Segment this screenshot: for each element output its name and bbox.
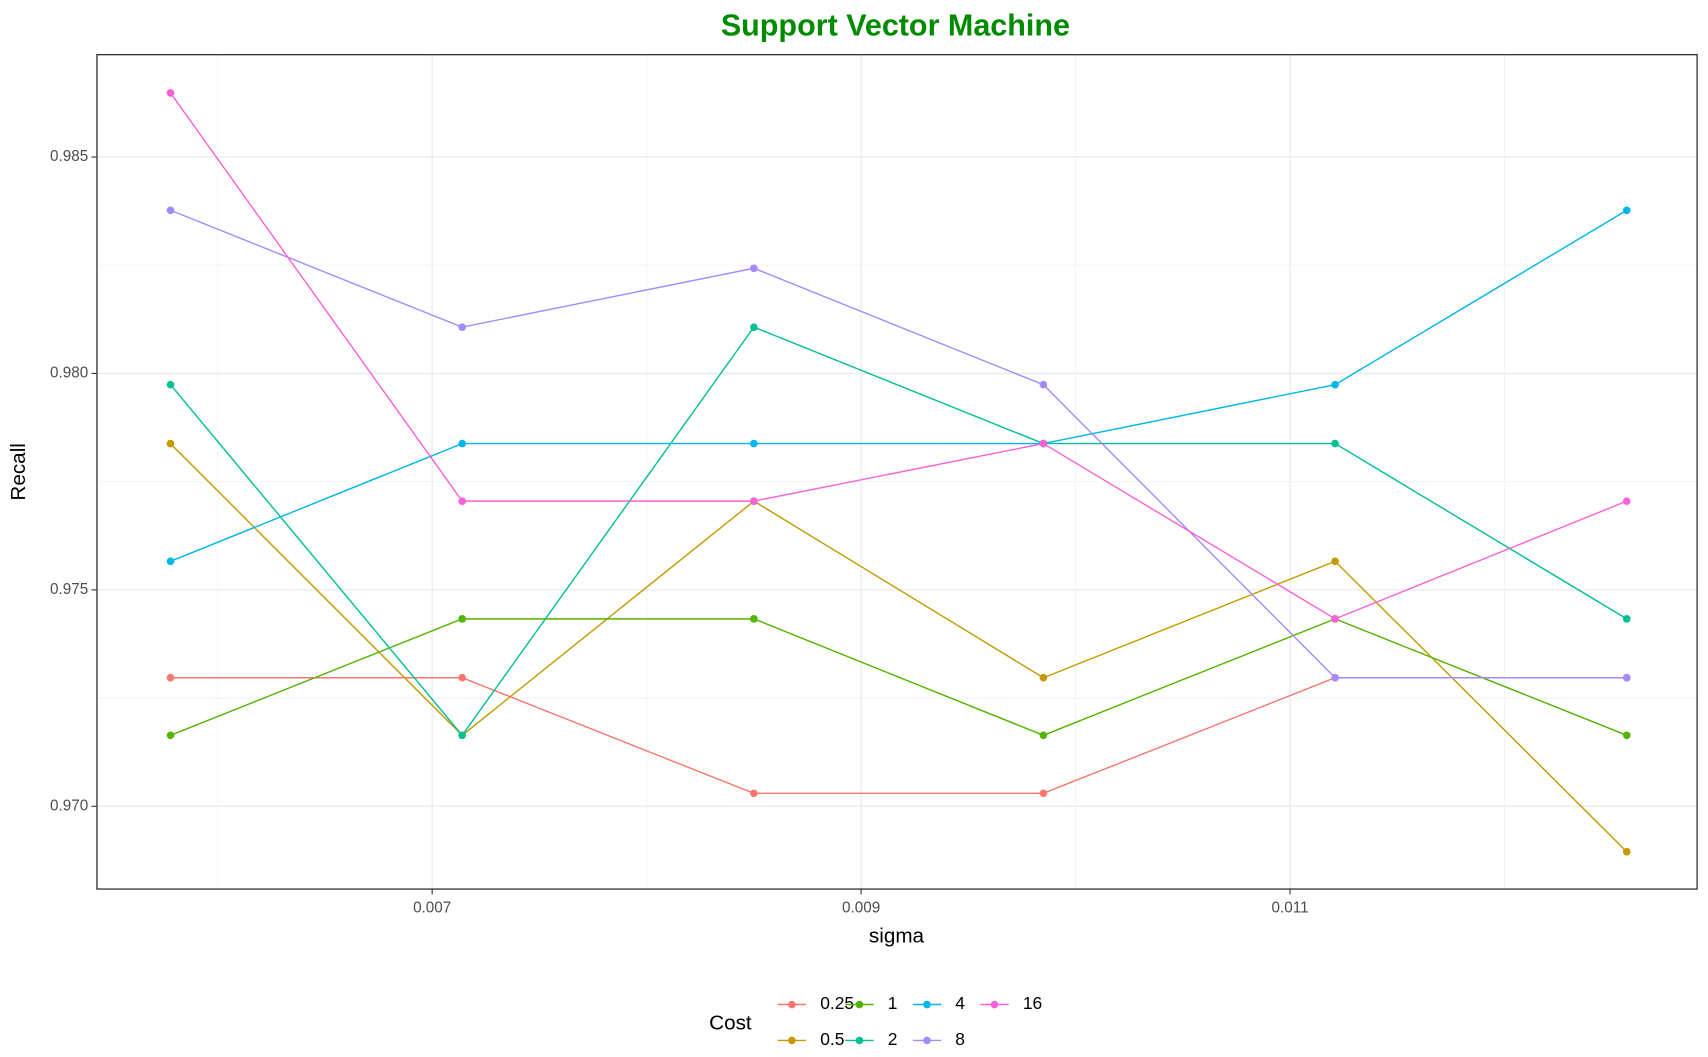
chart-title: Support Vector Machine	[721, 8, 1070, 42]
point	[1039, 380, 1048, 389]
point	[750, 497, 758, 505]
legend-key-point	[990, 1000, 999, 1009]
legend-label: 1	[888, 993, 898, 1013]
x-tick-label: 0.009	[842, 900, 880, 917]
point	[1039, 439, 1048, 448]
series-line	[170, 618, 1628, 737]
legend-item: 0.5	[777, 1029, 844, 1049]
point	[750, 789, 758, 798]
legend-item: 0.25	[777, 993, 854, 1013]
point	[1331, 439, 1339, 448]
point	[1622, 847, 1631, 856]
series-line	[169, 326, 1628, 737]
series-line	[170, 209, 1628, 562]
series-line	[169, 92, 1628, 620]
point	[750, 439, 758, 448]
plot-border	[96, 54, 1698, 890]
legend-key-point	[788, 1036, 796, 1045]
legend-label: 16	[1023, 993, 1042, 1013]
legend-key-point	[788, 1000, 796, 1009]
point	[166, 439, 175, 448]
point	[166, 380, 175, 389]
point	[1622, 731, 1631, 740]
series-line	[170, 443, 1628, 853]
series-line	[170, 677, 1627, 795]
point	[1039, 789, 1048, 798]
point	[458, 731, 467, 740]
x-tick-label: 0.011	[1272, 900, 1309, 917]
y-tick-label: 0.980	[50, 364, 88, 381]
legend-label: 0.5	[820, 1029, 844, 1049]
point	[750, 615, 758, 623]
legend-item: 2	[845, 1029, 897, 1049]
y-tick-label: 0.985	[50, 148, 88, 165]
point	[458, 615, 467, 623]
point	[1331, 380, 1339, 389]
point	[1622, 206, 1631, 215]
x-tick-label: 0.007	[413, 900, 451, 917]
point	[458, 497, 467, 505]
point	[750, 264, 758, 273]
point	[458, 439, 467, 448]
legend-label: 4	[955, 993, 965, 1013]
legend-label: 0.25	[820, 993, 854, 1013]
point	[166, 206, 175, 215]
point	[1622, 615, 1631, 623]
series-line	[170, 209, 1627, 679]
point	[458, 673, 467, 682]
point	[1331, 673, 1339, 682]
legend-key-point	[855, 1000, 864, 1009]
legend-key-point	[855, 1036, 864, 1045]
point	[1331, 557, 1339, 566]
y-tick-label: 0.970	[50, 797, 88, 814]
point	[1622, 673, 1631, 682]
legend-key-point	[923, 1000, 931, 1009]
point	[1039, 673, 1048, 682]
legend-item: 16	[980, 993, 1042, 1013]
legend-key-point	[923, 1036, 931, 1045]
point	[1039, 731, 1048, 740]
point	[750, 323, 758, 331]
y-tick-label: 0.975	[50, 581, 88, 598]
legend-item: 4	[912, 993, 965, 1013]
legend-label: 8	[955, 1029, 965, 1049]
x-axis-label: sigma	[869, 924, 925, 947]
point	[166, 673, 175, 682]
point	[458, 323, 467, 331]
legend-item: 8	[912, 1029, 965, 1049]
legend-item: 1	[845, 993, 897, 1013]
legend-title: Cost	[709, 1012, 752, 1035]
point	[1331, 615, 1339, 623]
point	[166, 89, 175, 97]
legend-label: 2	[888, 1029, 898, 1049]
point	[1622, 497, 1631, 505]
point	[166, 557, 175, 566]
y-axis-label: Recall	[7, 443, 30, 500]
point	[166, 731, 175, 740]
